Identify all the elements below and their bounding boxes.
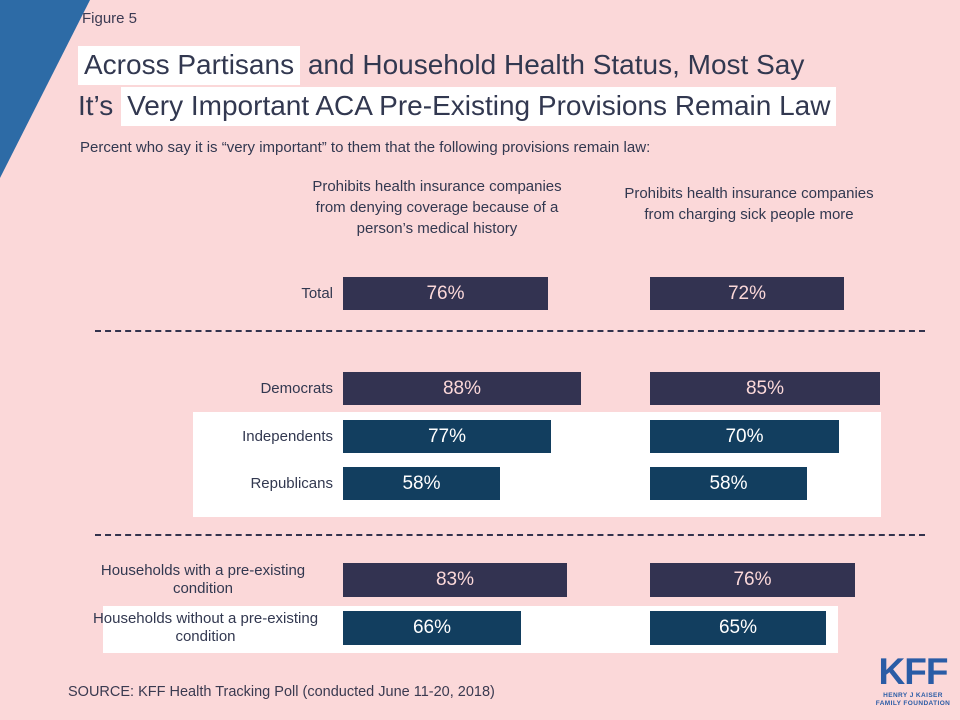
bar-value-label: 70% [725,425,764,447]
bar-value-label: 72% [727,282,767,304]
row-label: Democrats [260,379,333,397]
bar: 76% [650,563,855,597]
bar: 76% [343,277,548,310]
column-header-left: Prohibits health insurance companies fro… [312,178,562,237]
slide-title: Across Partisans and Household Health St… [78,44,837,126]
bar: 70% [650,420,839,453]
row-label: Republicans [250,474,333,492]
title-line-2: It’s Very Important ACA Pre-Existing Pro… [78,85,837,126]
dashed-separator [95,330,925,332]
chart-subtitle: Percent who say it is “very important” t… [80,139,651,156]
dashed-separator [95,534,925,536]
chart-row-total: Total 76% 72% [0,277,960,310]
chart-row-democrats: Democrats 88% 85% [0,372,960,405]
kff-logo-subtext: HENRY J KAISER [883,692,943,699]
chart-row-independents: Independents 77% 70% [0,420,960,453]
kff-logo-text: KFF [878,651,949,692]
bar-value-label: 58% [709,472,748,494]
chart-row-republicans: Republicans 58% 58% [0,467,960,500]
bar: 77% [343,420,551,453]
bar: 88% [343,372,581,405]
bar: 83% [343,563,567,597]
bar: 66% [343,611,521,645]
bar-value-label: 65% [718,617,758,638]
bar-value-label: 58% [402,472,441,494]
bar: 85% [650,372,880,405]
row-label: Households without a pre-existing condit… [92,610,319,645]
chart-row-households-without: Households without a pre-existing condit… [0,610,960,645]
row-label: Independents [242,427,333,445]
bar: 65% [650,611,826,645]
bar-value-label: 77% [427,425,467,447]
chart-row-households-with: Households with a pre-existing condition… [0,562,960,597]
bar-value-label: 85% [745,377,785,399]
bar-value-label: 76% [426,282,465,304]
kff-logo-subtext: FAMILY FOUNDATION [875,700,951,707]
row-label: Households with a pre-existing condition [100,562,306,597]
bar: 72% [650,277,844,310]
column-header-right: Prohibits health insurance companies fro… [624,185,874,223]
kff-logo: KFF HENRY J KAISER FAMILY FOUNDATION [872,652,954,708]
corner-accent-triangle [0,0,90,178]
source-text: SOURCE: KFF Health Tracking Poll (conduc… [68,684,495,700]
bar-value-label: 88% [442,377,482,399]
bar: 58% [343,467,500,500]
bar-value-label: 66% [412,617,452,638]
bar: 58% [650,467,807,500]
title-highlight: Very Important ACA Pre-Existing Provisio… [121,87,837,126]
title-highlight: Across Partisans [78,46,301,85]
figure-label: Figure 5 [82,10,138,27]
bar-value-label: 83% [435,569,475,590]
row-label: Total [301,284,333,302]
bar-value-label: 76% [733,569,772,590]
title-line-1: Across Partisans and Household Health St… [78,44,836,85]
